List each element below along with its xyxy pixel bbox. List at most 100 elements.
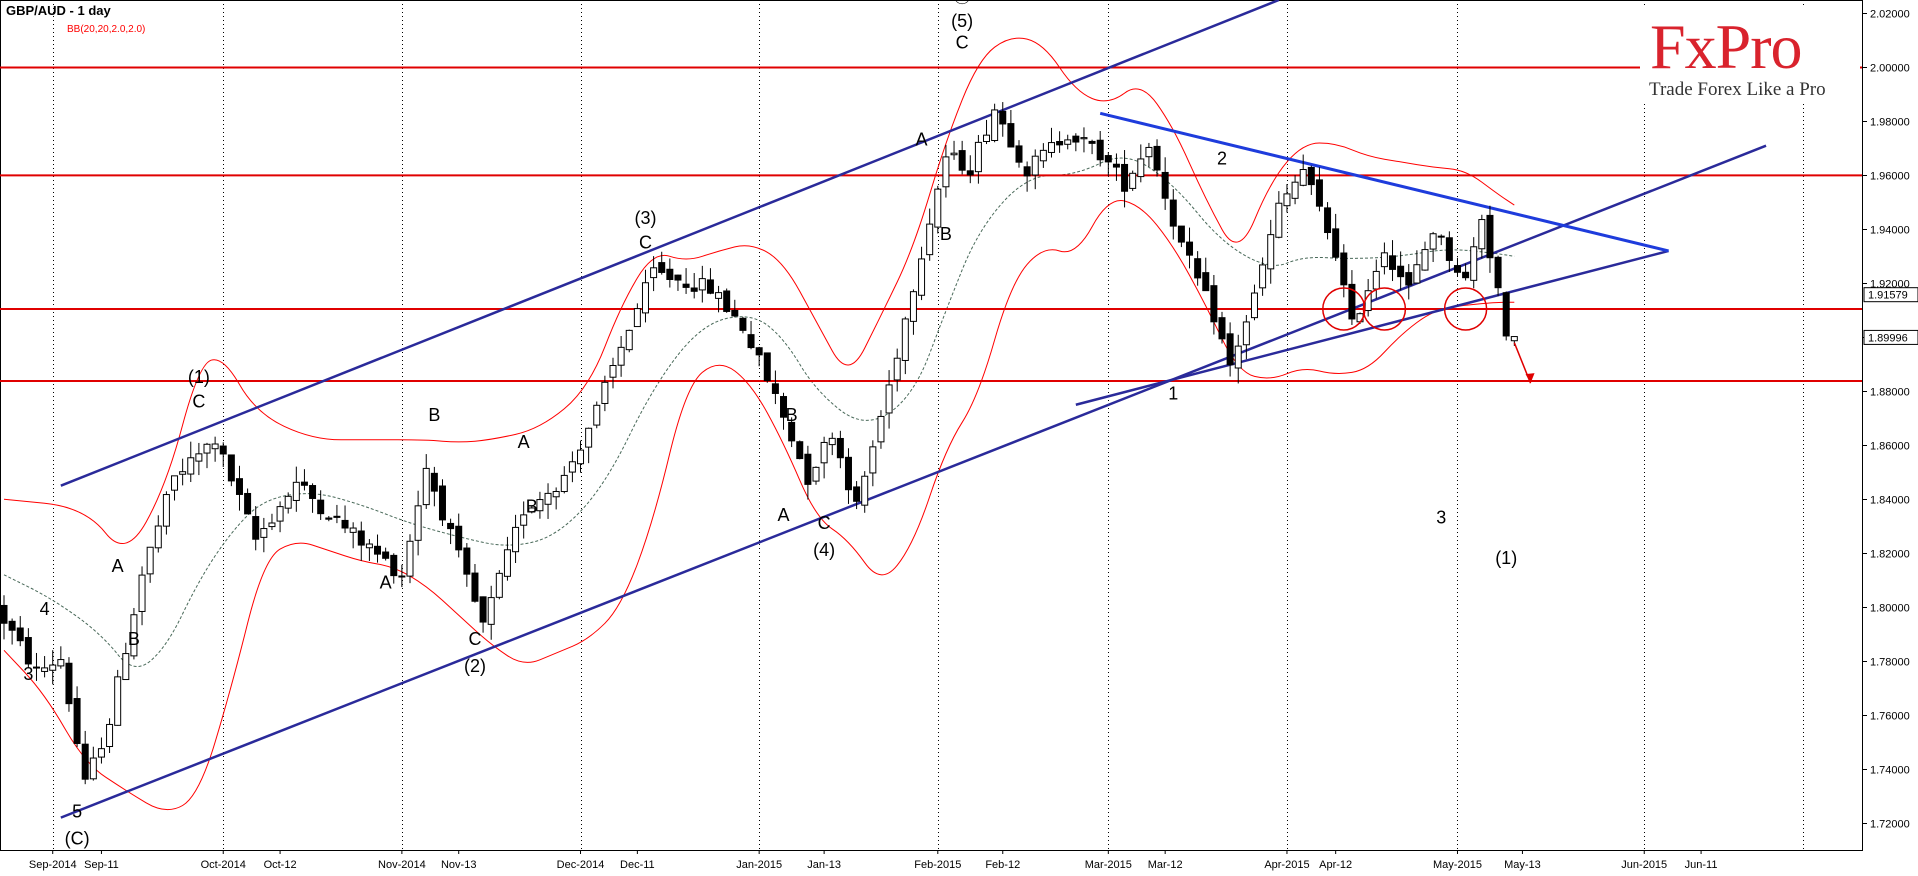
candle-down <box>1121 163 1129 192</box>
candle-down <box>796 441 804 460</box>
wave-label: A <box>518 432 530 452</box>
logo-brand: FxPro <box>1650 11 1802 82</box>
candle-down <box>65 662 73 705</box>
candle-down <box>666 268 674 281</box>
plot-area <box>0 0 1863 851</box>
x-tick-label: Jun-2015 <box>1621 859 1667 871</box>
y-tick-label: 1.72000 <box>1870 819 1910 831</box>
wave-label: 1 <box>1168 383 1178 403</box>
candle-up <box>861 475 869 506</box>
candle-up <box>536 499 544 512</box>
candle-up <box>349 527 357 533</box>
candle-down <box>1056 140 1064 146</box>
x-tick-label: Mar-12 <box>1148 859 1183 871</box>
candle-up <box>617 346 625 366</box>
wave-label: (1) <box>1495 548 1517 568</box>
candle-up <box>284 495 292 509</box>
candle-up <box>983 134 991 143</box>
candle-up <box>893 357 901 381</box>
candle-down <box>325 517 333 520</box>
wave-label: B <box>428 405 440 425</box>
candle-down <box>235 478 243 495</box>
triangle-upper-line <box>1099 111 1669 253</box>
x-tick-label: Jan-2015 <box>736 859 782 871</box>
candle-down <box>455 525 463 551</box>
candle-down <box>430 472 438 492</box>
candle-up <box>89 757 97 780</box>
candle-down <box>438 485 446 521</box>
x-tick-label: Mar-2015 <box>1085 859 1132 871</box>
support-touch-circle <box>1322 287 1366 331</box>
candle-up <box>1283 193 1291 207</box>
indicator-label: BB(20,20,2.0,2.0) <box>67 24 146 35</box>
candle-up <box>146 546 154 575</box>
candle-up <box>560 474 568 493</box>
candle-down <box>1104 155 1112 163</box>
candle-up <box>1267 234 1275 270</box>
candle-down <box>1007 123 1015 148</box>
candle-up <box>195 453 203 462</box>
x-tick-label: Nov-13 <box>441 859 476 871</box>
candle-down <box>723 290 731 312</box>
x-tick-label: Feb-12 <box>985 859 1020 871</box>
wave-label: (2) <box>464 656 486 676</box>
candle-up <box>1510 336 1518 342</box>
wave-label: (C) <box>65 829 90 849</box>
candle-up <box>122 653 130 681</box>
wave-label: C <box>818 513 831 533</box>
candle-down <box>1437 235 1445 238</box>
wave-label: (4) <box>813 540 835 560</box>
wave-label: A <box>380 572 392 592</box>
y-tick-label: 1.86000 <box>1870 441 1910 453</box>
candle-down <box>16 627 24 642</box>
candle-down <box>1177 225 1185 243</box>
candle-down <box>1218 317 1226 340</box>
candle-down <box>1015 145 1023 163</box>
price-label: 1.91579 <box>1868 290 1908 302</box>
wave-label: 3 <box>23 664 33 684</box>
candle-down <box>658 262 666 273</box>
candle-down <box>219 445 227 455</box>
candle-down <box>1332 228 1340 258</box>
candle-down <box>1186 241 1194 256</box>
candle-up <box>1129 172 1137 189</box>
candle-down <box>1324 207 1332 234</box>
candle-up <box>276 506 284 522</box>
candle-up <box>1413 264 1421 284</box>
wave-label: B <box>526 497 538 517</box>
fxpro-logo: FxPro Trade Forex Like a Pro <box>1640 8 1860 103</box>
candle-down <box>1096 139 1104 161</box>
wave-label: C <box>639 232 652 252</box>
candle-down <box>1023 166 1031 177</box>
candle-down <box>1502 292 1510 337</box>
candle-down <box>1202 272 1210 292</box>
wave-label: C <box>468 629 481 649</box>
x-tick-label: Jun-11 <box>1685 859 1718 871</box>
wave-label: A <box>916 130 928 150</box>
candle-up <box>114 676 122 726</box>
candle-up <box>585 427 593 448</box>
candle-down <box>374 545 382 555</box>
candle-up <box>106 723 114 748</box>
candle-up <box>633 308 641 328</box>
candle-down <box>1348 283 1356 320</box>
candle-down <box>32 666 40 669</box>
candle-up <box>1478 219 1486 250</box>
y-tick-label: 2.02000 <box>1870 9 1910 21</box>
candle-up <box>601 381 609 404</box>
candle-up <box>926 223 934 256</box>
candle-down <box>1153 145 1161 171</box>
candle-down <box>731 309 739 317</box>
wave-label: B <box>786 405 798 425</box>
candle-up <box>1234 345 1242 369</box>
candle-up <box>495 572 503 598</box>
candle-up <box>171 475 179 491</box>
y-tick-label: 1.76000 <box>1870 711 1910 723</box>
candle-up <box>1250 292 1258 319</box>
candle-down <box>341 519 349 529</box>
candle-up <box>406 540 414 577</box>
candle-up <box>528 507 536 513</box>
y-tick-label: 1.94000 <box>1870 225 1910 237</box>
candle-down <box>1112 163 1120 168</box>
x-tick-label: Sep-11 <box>84 859 119 871</box>
